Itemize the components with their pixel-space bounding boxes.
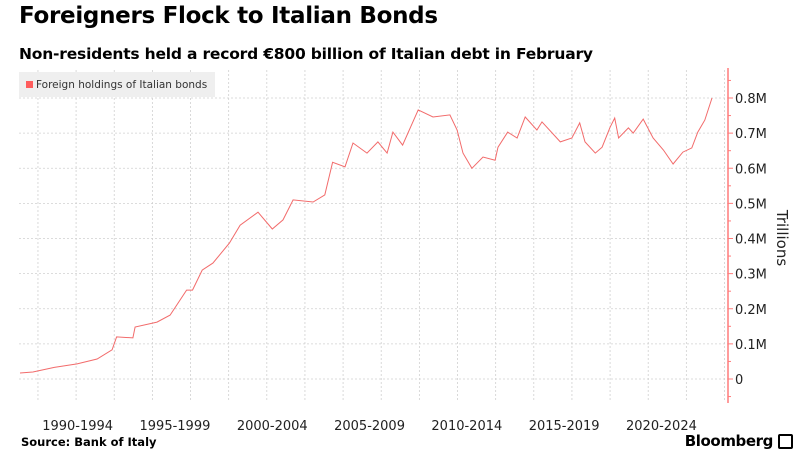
y-tick-label: 0 [735,373,743,388]
x-tick-label: 1995-1999 [140,419,211,434]
y-tick-label: 0.6M [735,162,767,177]
bloomberg-terminal-icon [778,433,793,449]
y-tick-label: 0.5M [735,197,767,212]
x-tick-labels: 1990-1994 1995-1999 2000-2004 2005-2009 2010… [42,419,697,434]
grid-lines [19,70,728,400]
y-tick-label: 0.3M [735,268,767,283]
y-axis-label: Trillions [773,209,791,266]
x-tick-label: 2010-2014 [431,419,502,434]
y-tick-labels: 0 0.1M 0.2M 0.3M 0.4M 0.5M 0.6M 0.7M 0.8M [735,92,767,388]
x-tick-label: 2000-2004 [237,419,308,434]
chart-title: Foreigners Flock to Italian Bonds [19,3,438,29]
legend-swatch [26,81,33,88]
x-tick-label: 2005-2009 [334,419,405,434]
brand-name: Bloomberg [684,432,774,450]
legend: Foreign holdings of Italian bonds [19,72,216,97]
y-axis [727,68,733,403]
x-tick-label: 1990-1994 [42,419,113,434]
y-tick-label: 0.7M [735,127,767,142]
y-tick-label: 0.1M [735,338,767,353]
series-line-foreign-holdings [19,97,713,374]
source-note: Source: Bank of Italy [21,435,157,449]
x-tick-label: 2015-2019 [529,419,600,434]
bloomberg-logo: Bloomberg [685,432,793,450]
x-tick-label: 2020-2024 [626,419,697,434]
chart-subtitle: Non-residents held a record €800 billion… [19,45,593,63]
legend-label: Foreign holdings of Italian bonds [36,78,208,91]
y-tick-label: 0.4M [735,233,767,248]
y-tick-label: 0.2M [735,303,767,318]
y-tick-label: 0.8M [735,92,767,107]
